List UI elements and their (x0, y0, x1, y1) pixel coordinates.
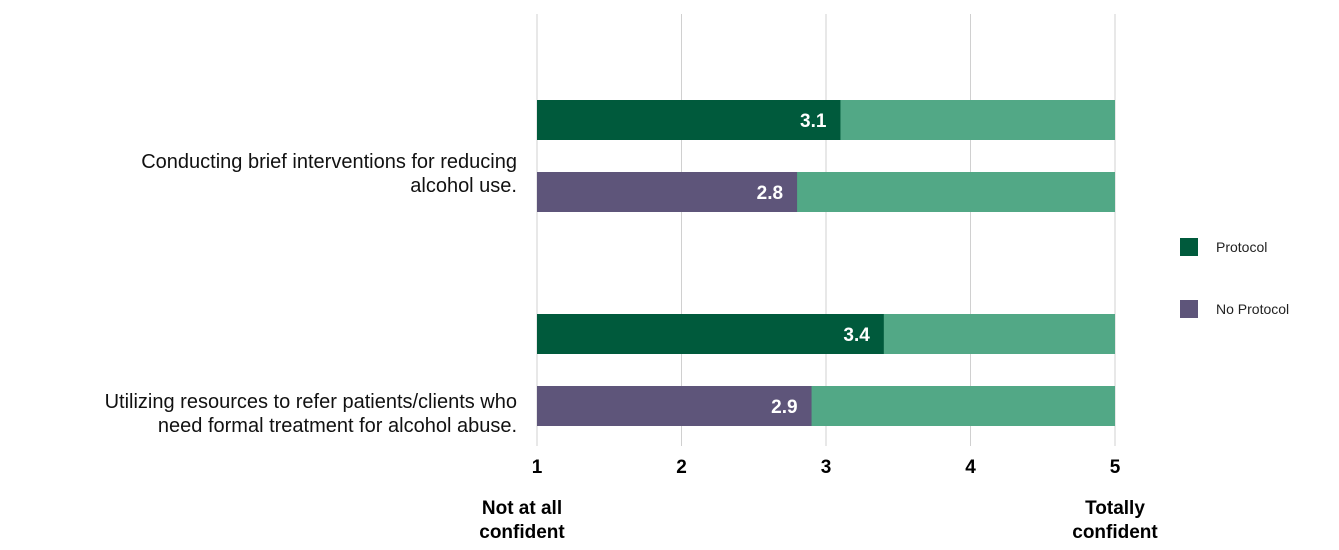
category-label-line: alcohol use. (410, 175, 517, 197)
category-label-line: Conducting brief interventions for reduc… (141, 151, 517, 173)
x-end-label-line: confident (1072, 522, 1158, 543)
bar-protocol (537, 314, 884, 354)
category-label-line: Utilizing resources to refer patients/cl… (104, 391, 517, 413)
x-tick-label-4: 4 (965, 457, 976, 478)
legend-swatch-no-protocol (1180, 300, 1198, 318)
legend-swatch-protocol (1180, 238, 1198, 256)
bar-value-label: 2.8 (757, 183, 783, 204)
x-end-label-line: Totally (1085, 498, 1145, 519)
bar-value-label: 2.9 (771, 397, 797, 418)
gridlines (536, 14, 1116, 446)
bar-value-label: 3.1 (800, 111, 827, 132)
category-label-line: need formal treatment for alcohol abuse. (157, 415, 517, 437)
x-tick-label-5: 5 (1109, 457, 1121, 478)
x-tick-label-3: 3 (820, 457, 832, 478)
x-tick-label-2: 2 (676, 457, 687, 478)
legend-label-no-protocol: No Protocol (1216, 301, 1290, 317)
x-tick-label-1: 1 (531, 457, 543, 478)
category-label-referral-resources: Utilizing resources to refer patients/cl… (105, 390, 517, 438)
legend-label-protocol: Protocol (1216, 239, 1268, 255)
bar-protocol (537, 100, 841, 140)
category-label-brief-interventions: Conducting brief interventions for reduc… (141, 150, 517, 198)
x-end-label-line: Not at all (481, 498, 563, 519)
bar-no-protocol (537, 386, 812, 426)
x-end-label-left: Not at all confident (442, 497, 602, 545)
bar-no-protocol (537, 172, 798, 212)
bars: 3.1 2.8 3.4 2.9 (537, 100, 1115, 426)
x-end-label-right: Totally confident (1035, 497, 1195, 545)
x-end-label-line: confident (479, 522, 565, 543)
bar-value-label: 3.4 (843, 325, 870, 346)
